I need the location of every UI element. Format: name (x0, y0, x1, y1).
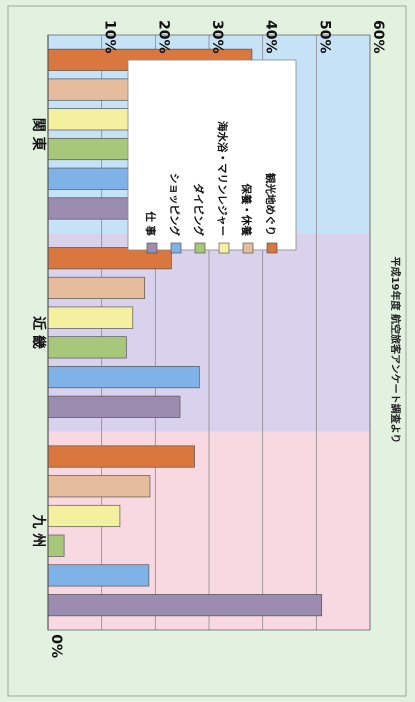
outer-frame (7, 5, 407, 697)
legend-box (127, 59, 297, 251)
bar (47, 366, 200, 389)
bar (47, 306, 134, 329)
legend-swatch (218, 242, 230, 254)
bar (47, 445, 195, 468)
legend-swatch (170, 242, 182, 254)
tick-label: 30% (209, 20, 225, 54)
tick-label: 40% (263, 20, 279, 54)
bar (47, 564, 150, 587)
legend-swatch (194, 242, 206, 254)
tick-label: 20% (155, 20, 171, 54)
bar (47, 504, 121, 528)
bar (47, 594, 323, 617)
legend-swatch (146, 242, 158, 254)
legend-swatch (266, 242, 278, 254)
category-label: 関 東 (30, 118, 47, 151)
legend-swatch (242, 242, 254, 254)
tick-label: 60% (370, 20, 386, 54)
tick-label: 10% (102, 20, 118, 54)
bar (47, 475, 151, 498)
tick-label: 50% (316, 20, 332, 54)
legend-label: 海水浴・マリンレジャー (216, 121, 229, 236)
source-note: 平成19年度 航空旅客アンケート調査より (389, 257, 402, 444)
tick-label: 0% (48, 634, 64, 658)
legend-label: 保養・休養 (240, 183, 253, 237)
bar (47, 534, 65, 557)
bar (47, 276, 145, 299)
bar (47, 336, 127, 359)
bar (47, 395, 181, 418)
legend-label: ダイビング (192, 184, 205, 237)
plot-border (47, 34, 371, 631)
category-label: 九 州 (30, 513, 46, 547)
legend-label: 観光地めぐり (264, 173, 277, 236)
legend-label: ショッピング (168, 173, 181, 236)
legend-label: 仕 事 (144, 210, 157, 236)
category-label: 近 畿 (30, 316, 47, 349)
